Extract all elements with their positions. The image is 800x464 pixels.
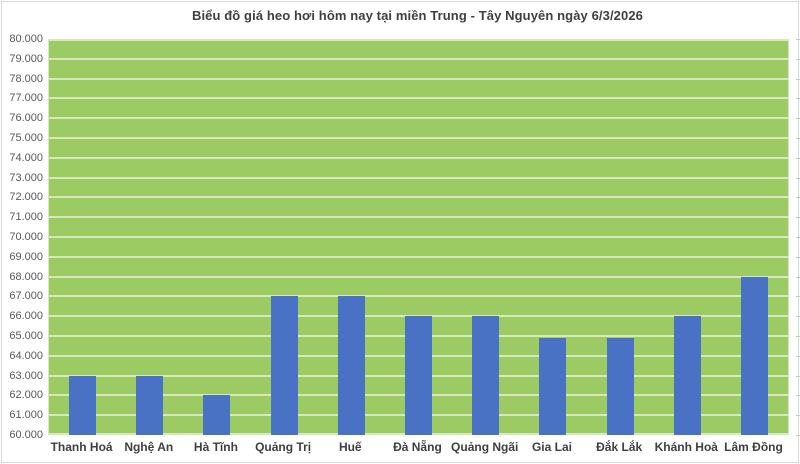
right-tick-mark <box>796 157 800 159</box>
y-tick-label: 70.000 <box>9 231 43 243</box>
right-tick-mark <box>796 177 800 179</box>
gridline <box>49 275 788 278</box>
y-tick-label: 63.000 <box>9 369 43 382</box>
x-tick-label: Đà Nẵng <box>393 440 442 454</box>
gridline <box>49 57 788 60</box>
bar-hà-tĩnh <box>203 395 231 435</box>
right-tick-mark <box>796 355 800 357</box>
gridline <box>49 176 788 179</box>
y-tick-label: 73.000 <box>9 171 43 184</box>
gridline <box>49 196 788 199</box>
x-tick-label: Hà Tĩnh <box>193 440 238 454</box>
bar-đắk-lắk <box>606 337 634 435</box>
y-tick-label: 74.000 <box>9 151 43 164</box>
gridline <box>49 236 788 238</box>
bar-slot <box>452 39 519 435</box>
gridline <box>49 97 788 100</box>
y-tick-label: 60.000 <box>9 429 43 441</box>
right-tick-mark <box>796 256 800 258</box>
bar-slot <box>318 39 385 435</box>
bar-slot <box>49 39 116 435</box>
right-tick-mark <box>796 395 800 397</box>
y-tick-label: 67.000 <box>9 290 43 303</box>
x-tick-label: Quảng Ngãi <box>451 440 519 454</box>
gridline <box>49 315 788 318</box>
right-tick-mark <box>796 375 800 377</box>
x-tick-label: Lâm Đồng <box>724 440 783 454</box>
bar-slot <box>587 39 654 435</box>
bar-huế <box>337 296 365 435</box>
y-tick-label: 68.000 <box>9 270 43 283</box>
x-tick-label: Huế <box>338 440 362 454</box>
y-tick-label: 64.000 <box>9 349 43 362</box>
bar-gia-lai <box>539 337 567 435</box>
right-tick-mark <box>796 336 800 337</box>
bar-slot <box>721 39 788 435</box>
y-tick-label: 71.000 <box>9 211 43 224</box>
y-tick-label: 76.000 <box>9 112 43 125</box>
x-tick-label: Đắk Lắk <box>596 440 643 454</box>
bar-slot <box>251 39 318 435</box>
y-tick-label: 77.000 <box>9 92 43 105</box>
right-tick-mark <box>796 217 800 219</box>
y-tick-label: 80.000 <box>9 33 43 45</box>
right-tick-mark <box>796 118 800 120</box>
right-tick-mark <box>796 316 800 318</box>
bar-slot <box>116 39 183 435</box>
x-axis-labels: Thanh Hoá Nghệ An Hà Tĩnh Quảng Trị Huế Đà Nẵ… <box>48 440 787 454</box>
bar-thanh-hoá <box>69 375 97 435</box>
bar-quảng-ngãi <box>472 316 500 435</box>
bar-lâm-đồng <box>740 276 768 435</box>
x-tick-label: Thanh Hoá <box>50 440 113 454</box>
right-tick-mark <box>796 435 800 436</box>
right-tick-mark <box>796 197 800 199</box>
bar-series <box>49 39 788 435</box>
bar-slot <box>519 39 586 435</box>
y-tick-label: 61.000 <box>9 409 43 422</box>
y-tick-label: 66.000 <box>9 310 43 323</box>
bar-khánh-hoà <box>673 316 701 435</box>
gridline <box>49 295 788 298</box>
bar-slot <box>385 39 452 435</box>
gridline <box>49 137 788 139</box>
y-tick-label: 79.000 <box>9 52 43 65</box>
bar-slot <box>654 39 721 435</box>
y-tick-label: 65.000 <box>9 330 43 342</box>
y-tick-label: 72.000 <box>9 191 43 204</box>
y-tick-label: 62.000 <box>9 389 43 402</box>
right-tick-mark <box>796 98 800 100</box>
y-tick-label: 69.000 <box>9 250 43 263</box>
right-tick-mark <box>796 78 800 80</box>
right-tick-mark <box>796 276 800 278</box>
bar-nghệ-an <box>136 375 164 435</box>
right-tick-mark <box>796 39 800 40</box>
plot-area <box>48 39 789 435</box>
right-tick-mark <box>796 415 800 417</box>
gridline <box>49 216 788 219</box>
right-tick-mark <box>796 58 800 60</box>
y-tick-label: 78.000 <box>9 72 43 85</box>
x-tick-label: Gia Lai <box>531 440 572 454</box>
gridline <box>49 117 788 120</box>
gridline <box>49 156 788 159</box>
right-tick-mark <box>796 237 800 238</box>
right-tick-mark <box>796 296 800 298</box>
bar-slot <box>183 39 250 435</box>
x-tick-label: Khánh Hoà <box>654 440 718 454</box>
bar-đà-nẵng <box>405 316 433 435</box>
gridline <box>49 77 788 80</box>
gridline <box>49 255 788 258</box>
bar-quảng-trị <box>270 296 298 435</box>
y-tick-label: 75.000 <box>9 132 43 144</box>
x-tick-label: Nghệ An <box>124 440 174 454</box>
y-axis-labels: 80.000 79.000 78.000 77.000 76.000 75.000 74.0… <box>2 33 43 441</box>
chart-title: Biểu đồ giá heo hơi hôm nay tại miền Tru… <box>191 8 643 23</box>
right-tick-mark <box>796 138 800 139</box>
gridline <box>49 39 788 41</box>
x-tick-label: Quảng Trị <box>255 440 312 454</box>
